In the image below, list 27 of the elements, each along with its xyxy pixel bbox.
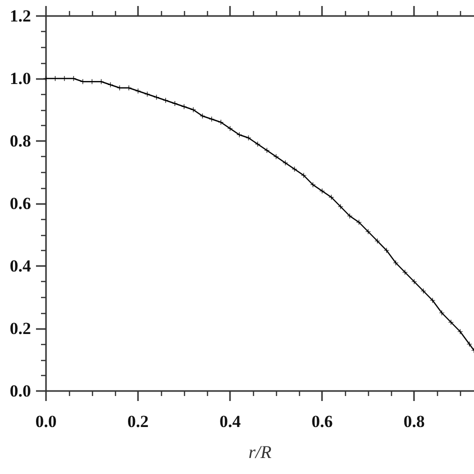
point (402, 270, 408, 275)
x-tick-label: 0.0 (35, 412, 57, 431)
point (420, 288, 426, 294)
point (154, 94, 159, 100)
point (136, 88, 141, 94)
x-tick-label: 0.6 (312, 412, 333, 431)
x-tick-label: 0.2 (127, 412, 149, 431)
point (448, 320, 454, 325)
point (338, 204, 344, 210)
y-tick-label: 0.4 (10, 256, 32, 276)
point (228, 126, 233, 131)
y-tick-label: 0.6 (10, 194, 31, 213)
point (320, 188, 325, 194)
x-axis-title: r/R (248, 442, 272, 462)
point (292, 166, 298, 172)
y-tick-label: 0.8 (10, 132, 31, 150)
point (246, 135, 251, 140)
x-tick-label: 0.4 (219, 412, 242, 431)
y-tick-label: 1.2 (10, 6, 31, 26)
point (200, 114, 205, 118)
point (374, 238, 380, 244)
y-tick-label: 1.0 (10, 69, 31, 88)
x-tick-label: 0.8 (404, 412, 425, 431)
y-tick-label: 0.2 (10, 319, 31, 338)
y-tick-label: 0.0 (10, 382, 31, 400)
point (347, 214, 352, 218)
point (172, 101, 178, 106)
